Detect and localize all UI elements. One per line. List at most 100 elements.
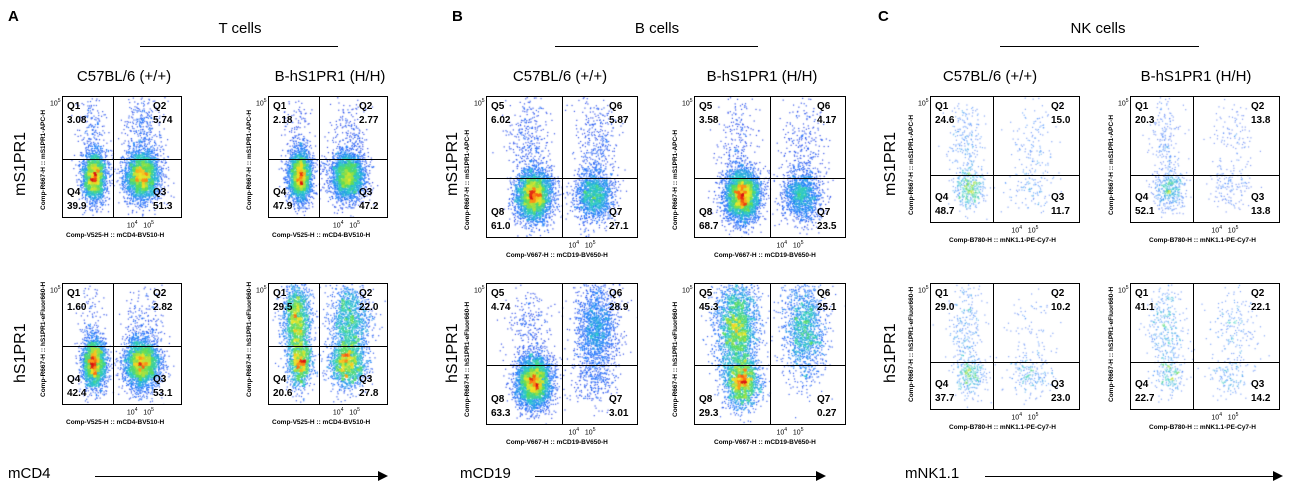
quadrant-percentage: 29.5 xyxy=(273,302,293,313)
quadrant-name: Q3 xyxy=(359,187,373,198)
quadrant-percentage: 22.1 xyxy=(1251,302,1271,313)
quadrant-percentage: 52.1 xyxy=(1135,206,1155,217)
quadrant-gate-vertical xyxy=(112,97,114,217)
y-tick-labels: 105 xyxy=(682,285,693,295)
flow-cytometry-plot: Q5 45.3 Q6 25.1 Q8 29.3 Q7 0.27 xyxy=(694,283,846,425)
quadrant-percentage: 23.5 xyxy=(817,221,837,232)
quadrant-percentage: 6.02 xyxy=(491,115,511,126)
marker-arrow-head xyxy=(816,471,826,481)
y-axis-label: Comp-R667-H :: hS1PR1-eFluor660-H xyxy=(908,286,915,402)
density-scatter xyxy=(931,97,1079,222)
flow-cytometry-plot: Q1 29.0 Q2 10.2 Q4 37.7 Q3 23.0 xyxy=(930,283,1080,410)
x-tick-labels: 104 105 xyxy=(776,427,804,437)
quadrant-gate-vertical xyxy=(562,97,563,237)
row-label: hS1PR1 xyxy=(882,323,899,383)
quadrant-gate-horizontal xyxy=(269,346,387,348)
density-scatter xyxy=(269,97,387,217)
quadrant-percentage: 61.0 xyxy=(491,221,511,232)
x-tick-labels: 104 105 xyxy=(776,240,804,250)
row-label: mS1PR1 xyxy=(882,131,899,196)
quadrant-percentage: 20.3 xyxy=(1135,115,1155,126)
marker-label: mCD19 xyxy=(460,465,511,482)
strain-label: B-hS1PR1 (H/H) xyxy=(1140,68,1252,85)
quadrant-percentage: 3.01 xyxy=(609,408,629,419)
quadrant-gate-horizontal xyxy=(1131,361,1279,363)
x-axis-label: Comp-V667-H :: mCD19-BV650-H xyxy=(714,252,816,259)
flow-cytometry-plot: Q1 41.1 Q2 22.1 Q4 22.7 Q3 14.2 xyxy=(1130,283,1280,410)
quadrant-name: Q3 xyxy=(153,374,167,385)
x-tick-labels: 104 105 xyxy=(126,220,154,230)
y-axis-label: Comp-R667-H :: mS1PR1-APC-H xyxy=(1108,114,1115,215)
quadrant-name: Q7 xyxy=(609,207,623,218)
quadrant-percentage: 4.74 xyxy=(491,302,511,313)
quadrant-percentage: 63.3 xyxy=(491,408,511,419)
quadrant-name: Q4 xyxy=(67,187,81,198)
marker-arrow-line xyxy=(985,476,1275,477)
y-axis-label: Comp-R667-H :: hS1PR1-eFluor660-H xyxy=(246,281,253,397)
x-tick-labels: 104 105 xyxy=(568,240,596,250)
quadrant-name: Q1 xyxy=(67,288,81,299)
quadrant-percentage: 27.8 xyxy=(359,388,379,399)
quadrant-percentage: 0.27 xyxy=(817,408,837,419)
group-title-rule xyxy=(140,46,338,47)
quadrant-name: Q6 xyxy=(817,101,831,112)
quadrant-name: Q1 xyxy=(1135,288,1149,299)
quadrant-name: Q1 xyxy=(273,101,287,112)
quadrant-percentage: 10.2 xyxy=(1051,302,1071,313)
flow-cytometry-plot: Q5 3.58 Q6 4.17 Q8 68.7 Q7 23.5 xyxy=(694,96,846,238)
group-title-rule xyxy=(1000,46,1199,47)
panel-letter: B xyxy=(452,8,463,25)
y-tick-labels: 105 xyxy=(50,98,61,108)
y-tick-labels: 105 xyxy=(256,98,267,108)
quadrant-name: Q6 xyxy=(817,288,831,299)
quadrant-gate-horizontal xyxy=(269,159,387,161)
quadrant-percentage: 2.77 xyxy=(359,115,379,126)
quadrant-name: Q5 xyxy=(491,101,505,112)
strain-label: B-hS1PR1 (H/H) xyxy=(274,68,386,85)
quadrant-name: Q4 xyxy=(935,192,949,203)
y-axis-label: Comp-R667-H :: hS1PR1-eFluor660-H xyxy=(672,301,679,417)
x-axis-label: Comp-B780-H :: mNK1.1-PE-Cy7-H xyxy=(949,424,1056,431)
y-tick-labels: 105 xyxy=(256,285,267,295)
marker-arrow-head xyxy=(1273,471,1283,481)
quadrant-name: Q2 xyxy=(1251,288,1265,299)
quadrant-percentage: 24.6 xyxy=(935,115,955,126)
flow-cytometry-plot: Q1 20.3 Q2 13.8 Q4 52.1 Q3 13.8 xyxy=(1130,96,1280,223)
x-tick-labels: 104 105 xyxy=(332,220,360,230)
strain-label: B-hS1PR1 (H/H) xyxy=(706,68,818,85)
quadrant-percentage: 47.9 xyxy=(273,201,293,212)
quadrant-gate-vertical xyxy=(770,97,771,237)
panel-letter: C xyxy=(878,8,889,25)
x-axis-label: Comp-V667-H :: mCD19-BV650-H xyxy=(714,439,816,446)
flow-cytometry-plot: Q5 6.02 Q6 5.87 Q8 61.0 Q7 27.1 xyxy=(486,96,638,238)
quadrant-percentage: 2.82 xyxy=(153,302,173,313)
y-tick-labels: 105 xyxy=(474,285,485,295)
density-scatter xyxy=(1131,97,1279,222)
quadrant-gate-vertical xyxy=(993,284,995,409)
quadrant-percentage: 42.4 xyxy=(67,388,87,399)
y-tick-labels: 105 xyxy=(50,285,61,295)
quadrant-percentage: 14.2 xyxy=(1251,393,1271,404)
flow-cytometry-plot: Q1 3.08 Q2 5.74 Q4 39.9 Q3 51.3 xyxy=(62,96,182,218)
quadrant-name: Q2 xyxy=(153,288,167,299)
quadrant-percentage: 13.8 xyxy=(1251,115,1271,126)
quadrant-gate-vertical xyxy=(318,284,320,404)
quadrant-name: Q5 xyxy=(699,288,713,299)
quadrant-percentage: 22.7 xyxy=(1135,393,1155,404)
row-label: mS1PR1 xyxy=(444,131,461,196)
x-axis-label: Comp-V525-H :: mCD4-BV510-H xyxy=(272,419,371,426)
quadrant-percentage: 15.0 xyxy=(1051,115,1071,126)
y-tick-labels: 105 xyxy=(474,98,485,108)
row-label: hS1PR1 xyxy=(12,323,29,383)
marker-arrow-line xyxy=(535,476,818,477)
x-tick-labels: 104 105 xyxy=(1211,225,1239,235)
quadrant-name: Q1 xyxy=(67,101,81,112)
quadrant-gate-horizontal xyxy=(1131,174,1279,176)
density-scatter xyxy=(1131,284,1279,409)
quadrant-percentage: 48.7 xyxy=(935,206,955,217)
quadrant-name: Q1 xyxy=(273,288,287,299)
y-axis-label: Comp-R667-H :: mS1PR1-APC-H xyxy=(672,129,679,230)
group-title: NK cells xyxy=(1070,20,1126,37)
quadrant-percentage: 68.7 xyxy=(699,221,719,232)
x-tick-labels: 104 105 xyxy=(126,407,154,417)
